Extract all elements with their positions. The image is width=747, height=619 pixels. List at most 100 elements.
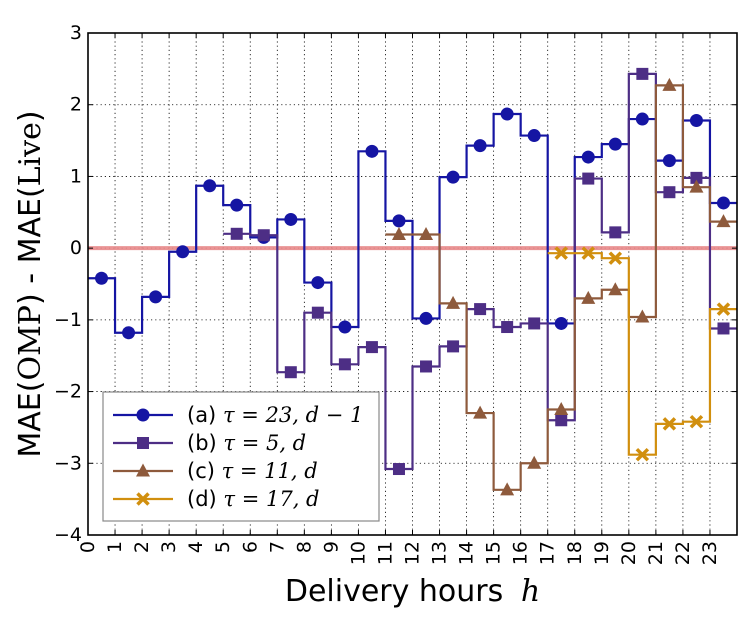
series-2-point [608,282,623,296]
x-tick-label: 12 [402,541,424,565]
x-tick-label: 0 [77,541,99,553]
y-tick-label: −1 [54,309,82,331]
x-tick-label: 1 [104,541,126,553]
legend-marker-2 [136,463,150,477]
series-3-point [662,417,677,431]
y-tick-label: 1 [70,165,82,187]
legend-label-3: (d) τ = 17, d [187,487,320,511]
y-axis-title-part-2: OMP [13,305,48,381]
series-1-point [663,186,676,199]
series-1-point [474,303,487,316]
series-1-point [311,306,324,319]
series-2-point [446,295,461,309]
series-0-point [527,129,541,143]
series-1-point [690,171,703,184]
x-axis-title-variable: h [521,574,540,609]
series-1-point [392,463,405,476]
series-2-point [716,214,731,228]
series-3-point [635,447,650,462]
series-1-point [230,227,243,240]
x-tick-label: 5 [212,541,234,553]
x-tick-label: 23 [699,541,721,565]
x-tick-label: 6 [239,541,261,553]
y-tick-label: −2 [54,381,82,403]
series-0 [88,107,737,340]
x-tick-label: 7 [266,541,288,553]
x-axis-title: Delivery hours h [285,574,540,609]
y-tick-label: 0 [70,237,82,259]
series-line-2 [385,84,737,491]
x-tick-label: 22 [672,541,694,565]
x-tick-label: 16 [510,541,532,565]
y-axis-title-part-5: ) [13,110,48,122]
y-axis-title-part-1: MAE( [13,381,48,458]
series-0-point [500,107,514,121]
series-0-point [284,212,298,226]
legend-marker-1 [137,437,149,449]
y-tick-label: −4 [54,524,82,546]
series-1-point [717,322,730,335]
series-1-point [284,366,297,379]
axis-ticks: 0 1 2 3 4 5 6 7 8 9 10 11 12 13 14 15 16 17 18 19 20 21 22 23−4… [54,22,737,565]
x-tick-label: 10 [347,541,369,565]
legend-label-prefix: (b) [187,431,223,455]
series-1-point [338,358,351,371]
series-3-point [581,246,596,260]
series-2-point [554,402,569,415]
series-0-point [122,326,136,340]
series-3-point [716,302,731,316]
x-tick-label: 2 [131,541,153,553]
series-3-point [554,246,568,260]
series-0-point [581,150,595,164]
series-1 [223,67,737,476]
x-tick-label: 11 [374,541,396,565]
x-tick-label: 21 [645,541,667,565]
legend-marker-0 [136,408,150,422]
legend-label-1: (b) τ = 5, d [187,431,306,455]
x-tick-label: 15 [483,541,505,565]
x-tick-label: 4 [185,541,207,553]
series-0-point [392,214,406,228]
legend-label-math: τ = 23, d − 1 [223,403,363,427]
x-tick-label: 17 [537,541,559,565]
x-tick-label: 20 [618,541,640,565]
series-line-3 [547,252,737,456]
legend: (a) τ = 23, d − 1(b) τ = 5, d(c) τ = 11,… [102,391,380,522]
legend-label-prefix: (c) [187,459,222,483]
series-0-point [419,311,433,325]
series-0-point [176,245,190,259]
x-tick-label: 19 [591,541,613,565]
x-tick-label: 18 [564,541,586,565]
y-tick-label: 3 [70,22,82,44]
legend-label-math: τ = 5, d [223,431,306,455]
series-0-point [662,154,676,168]
legend-marker-3 [136,492,150,506]
series-1-point [501,321,514,334]
series-group [88,67,737,496]
series-2-point [473,405,488,419]
x-tick-label: 3 [158,541,180,553]
series-0-point [230,198,244,212]
series-2-point [391,227,406,241]
series-1-point [365,341,378,354]
series-0-point [716,196,730,210]
series-0-point [311,276,325,290]
series-1-point [420,360,433,373]
series-0-point [554,316,568,330]
series-0-point [446,170,460,184]
x-tick-label: 14 [456,541,478,565]
series-2 [385,77,737,496]
series-0-point [689,113,703,127]
x-axis-title-text: Delivery hours [285,574,503,609]
series-3-point [689,414,704,429]
legend-label-prefix: (a) [187,403,223,427]
legend-label-math: τ = 11, d [222,459,318,483]
series-2-point [689,179,704,193]
y-axis-title-part-3: ) - MAE( [13,186,48,305]
series-1-point [555,414,568,427]
series-1-point [528,317,541,330]
series-0-point [149,290,163,304]
series-0-point [635,112,649,126]
series-0-point [203,179,217,193]
